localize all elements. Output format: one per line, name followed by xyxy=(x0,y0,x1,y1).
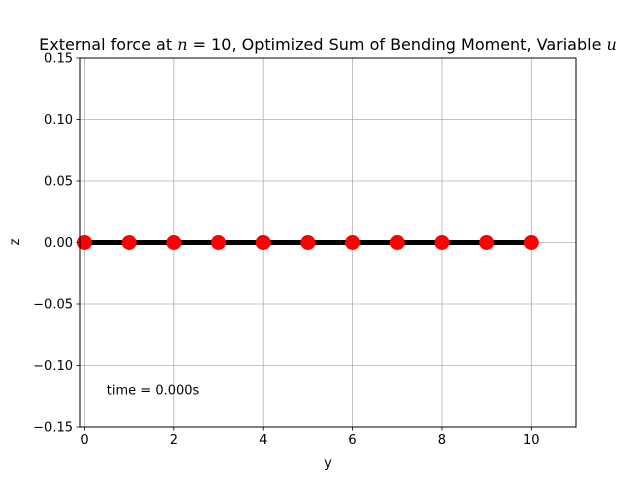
y-tick-label: 0.00 xyxy=(44,236,73,251)
data-point xyxy=(211,235,227,250)
x-axis-label: y xyxy=(324,456,332,471)
data-point xyxy=(300,235,316,250)
data-point xyxy=(434,235,450,250)
y-tick-label: 0.15 xyxy=(44,52,73,67)
y-tick-label: 0.10 xyxy=(44,113,73,128)
x-tick-label: 8 xyxy=(438,433,446,448)
data-point xyxy=(76,235,92,250)
data-point xyxy=(255,235,271,250)
data-point xyxy=(389,235,405,250)
x-tick-label: 6 xyxy=(348,433,356,448)
data-point xyxy=(523,235,539,250)
time-annotation: time = 0.000s xyxy=(107,384,200,399)
y-tick-label: −0.10 xyxy=(33,359,73,374)
x-tick-label: 0 xyxy=(80,433,88,448)
chart-title-prefix: External force at xyxy=(39,35,177,54)
ticks: 0 2 4 6 8 10 −0.15 −0.10 −0.05 0.00 0.05 0.10 0.15 xyxy=(33,52,539,449)
y-tick-label: −0.05 xyxy=(33,298,73,313)
y-tick-label: −0.15 xyxy=(33,421,73,436)
x-tick-label: 2 xyxy=(170,433,178,448)
chart-title-var-u: u xyxy=(607,35,617,54)
chart-title: External force at n = 10, Optimized Sum … xyxy=(39,35,617,54)
data-point xyxy=(166,235,182,250)
y-axis-label: z xyxy=(8,238,23,245)
x-tick-label: 10 xyxy=(523,433,540,448)
data-point xyxy=(345,235,361,250)
series-layer xyxy=(76,235,539,250)
chart-title-mid: = 10, Optimized Sum of Bending Moment, V… xyxy=(188,35,607,54)
x-tick-label: 4 xyxy=(259,433,267,448)
y-tick-label: 0.05 xyxy=(44,175,73,190)
data-point xyxy=(121,235,137,250)
data-point xyxy=(479,235,495,250)
chart-title-var-n: n xyxy=(177,35,187,54)
